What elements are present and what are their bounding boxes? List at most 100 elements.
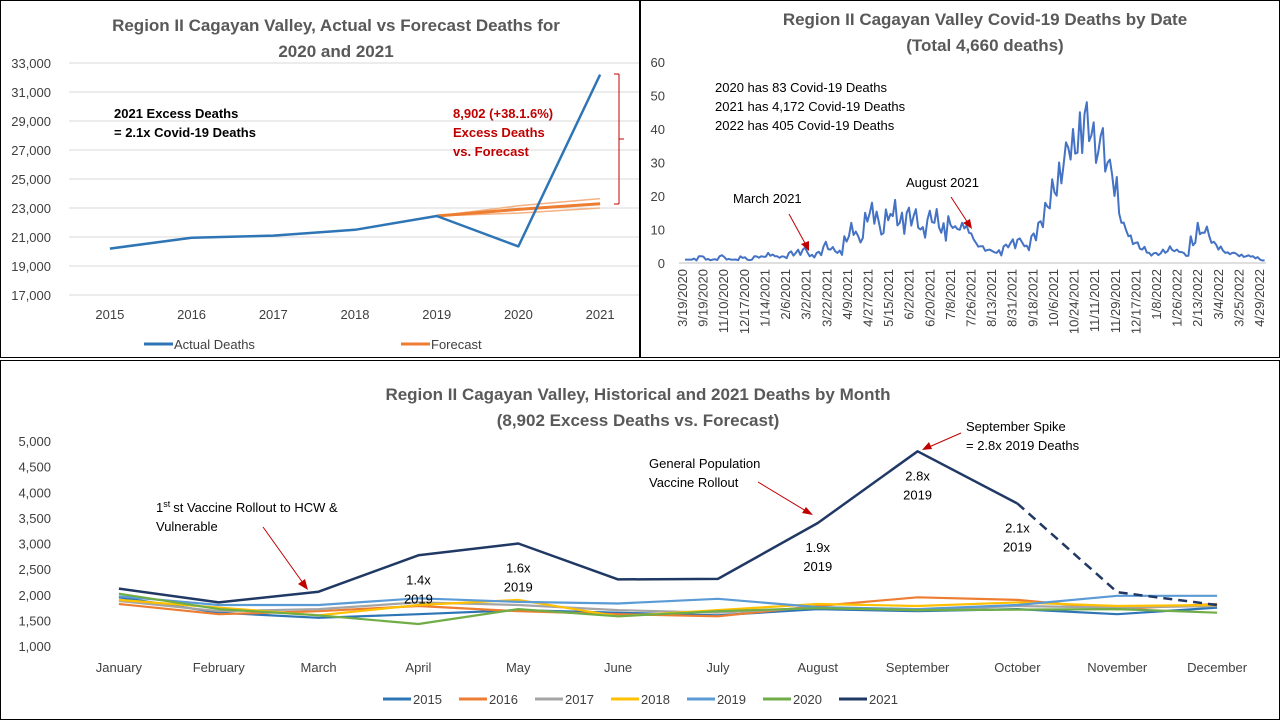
- covid-deaths-by-date-chart: Region II Cagayan Valley Covid-19 Deaths…: [651, 10, 1267, 334]
- chart-c-general-arrow: [757, 481, 807, 512]
- chart-a-title-line2: 2020 and 2021: [278, 42, 393, 61]
- chart-b-x-tick: 12/17/2020: [737, 269, 752, 334]
- chart-a-y-tick: 25,000: [11, 172, 51, 187]
- chart-a-y-tick: 33,000: [11, 56, 51, 71]
- actual-deaths-line: [109, 74, 602, 250]
- monthly-deaths-chart: Region II Cagayan Valley, Historical and…: [18, 385, 1248, 707]
- chart-b-x-tick: 8/13/2021: [984, 269, 999, 327]
- legend-label-2020: 2020: [793, 692, 822, 707]
- chart-a-legend: Actual Deaths Forecast: [144, 337, 482, 352]
- chart-c-x-tick: August: [798, 660, 839, 675]
- chart-a-x-tick: 2016: [177, 307, 206, 322]
- chart-c-ratio-value: 1.4x: [406, 572, 431, 587]
- chart-b-x-tick: 3/25/2022: [1231, 269, 1246, 327]
- chart-a-y-tick: 29,000: [11, 114, 51, 129]
- chart-c-ratio-base: 2019: [903, 487, 932, 502]
- chart-b-y-tick: 60: [651, 55, 665, 70]
- chart-c-vaccine1-text: st Vaccine Rollout to HCW &: [173, 500, 338, 515]
- chart-b-title-line2: (Total 4,660 deaths): [906, 36, 1063, 55]
- chart-c-ratio-base: 2019: [504, 580, 533, 595]
- chart-a-y-tick: 21,000: [11, 230, 51, 245]
- chart-b-x-tick: 4/27/2021: [860, 269, 875, 327]
- chart-b-august-arrow: [950, 196, 969, 224]
- chart-c-series: [118, 450, 1218, 626]
- chart-c-x-tick: April: [405, 660, 431, 675]
- chart-c-vaccine1-arrow: [262, 526, 304, 584]
- chart-c-y-tick: 3,500: [18, 511, 51, 526]
- chart-c-ratio-base: 2019: [1003, 540, 1032, 555]
- chart-b-x-tick: 1/14/2021: [757, 269, 772, 327]
- chart-b-x-tick: 12/17/2021: [1128, 269, 1143, 334]
- chart-a-x-tick: 2019: [422, 307, 451, 322]
- chart-b-x-ticks: 3/19/2020 9/19/2020 11/10/2020 12/17/2020 1/…: [675, 269, 1267, 334]
- chart-a-y-tick: 23,000: [11, 201, 51, 216]
- legend-label-2021: 2021: [869, 692, 898, 707]
- chart-b-y-tick: 10: [651, 223, 665, 238]
- chart-c-y-ticks: 1,000 1,500 2,000 2,500 3,000 3,500 4,000 4,500…: [18, 434, 51, 654]
- chart-c-x-ticks: January February March April May June July Augu…: [96, 660, 1248, 675]
- chart-a-y-ticks: 17,000 19,000 21,000 23,000 25,000 27,000 29,0…: [11, 56, 51, 303]
- chart-c-vaccine1-label-line2: Vulnerable: [156, 519, 218, 534]
- chart-c-x-tick: February: [193, 660, 246, 675]
- chart-b-march-arrow: [788, 213, 807, 246]
- chart-a-excess-note-line3: vs. Forecast: [453, 144, 530, 159]
- chart-b-x-tick: 3/22/2021: [819, 269, 834, 327]
- chart-a-y-tick: 19,000: [11, 259, 51, 274]
- chart-b-y-tick: 50: [651, 89, 665, 104]
- chart-b-august-label: August 2021: [906, 175, 979, 190]
- chart-b-total-2021: 2021 has 4,172 Covid-19 Deaths: [715, 99, 906, 114]
- chart-c-ratio-value: 1.9x: [805, 540, 830, 555]
- chart-a-x-tick: 2017: [259, 307, 288, 322]
- chart-c-y-tick: 1,000: [18, 639, 51, 654]
- chart-c-vaccine1-label-line1: 1st st Vaccine Rollout to HCW &: [156, 499, 338, 515]
- chart-c-y-tick: 4,000: [18, 485, 51, 500]
- chart-c-y-tick: 3,000: [18, 537, 51, 552]
- chart-b-x-tick: 3/4/2022: [1211, 269, 1226, 320]
- legend-label-2017: 2017: [565, 692, 594, 707]
- chart-c-ratio-base: 2019: [803, 559, 832, 574]
- chart-c-x-tick: June: [604, 660, 632, 675]
- chart-b-x-tick: 11/10/2020: [716, 269, 731, 333]
- chart-c-vaccine1-prefix: 1: [156, 500, 163, 515]
- chart-c-y-tick: 1,500: [18, 613, 51, 628]
- chart-c-y-tick: 2,000: [18, 588, 51, 603]
- chart-c-x-tick: January: [96, 660, 143, 675]
- chart-c-general-label-line1: General Population: [649, 456, 760, 471]
- series-2021-line: [118, 450, 1018, 604]
- chart-b-x-tick: 2/13/2022: [1190, 269, 1205, 327]
- chart-b-x-tick: 3/19/2020: [675, 269, 690, 327]
- chart-c-spike-arrowhead: [922, 442, 932, 450]
- chart-b-y-tick: 0: [658, 256, 665, 271]
- chart-b-y-ticks: 0 10 20 30 40 50 60: [651, 55, 665, 271]
- chart-c-ratio-value: 2.1x: [1005, 521, 1030, 536]
- chart-c-general-label-line2: Vaccine Rollout: [649, 475, 739, 490]
- chart-b-x-tick: 5/15/2021: [881, 269, 896, 327]
- chart-c-x-tick: March: [301, 660, 337, 675]
- series-2019-line: [118, 594, 1218, 611]
- chart-c-general-arrowhead: [802, 507, 813, 515]
- series-2021-projected-line: [1016, 502, 1218, 607]
- legend-label-2015: 2015: [413, 692, 442, 707]
- legend-label-2018: 2018: [641, 692, 670, 707]
- chart-c-vaccine1-superscript: st: [163, 499, 171, 509]
- series-2016-line: [118, 596, 1218, 618]
- chart-b-y-tick: 40: [651, 122, 665, 137]
- chart-b-march-arrowhead: [801, 241, 809, 251]
- chart-a-excess-note-line2: Excess Deaths: [453, 125, 545, 140]
- legend-actual-label: Actual Deaths: [174, 337, 255, 352]
- chart-c-x-tick: July: [706, 660, 730, 675]
- chart-b-august-arrowhead: [963, 219, 972, 229]
- chart-b-x-tick: 6/20/2021: [922, 269, 937, 327]
- chart-b-total-2020: 2020 has 83 Covid-19 Deaths: [715, 80, 888, 95]
- chart-b-x-tick: 11/29/2021: [1108, 269, 1123, 333]
- legend-forecast-label: Forecast: [431, 337, 482, 352]
- covid-deaths-line: [685, 101, 1265, 262]
- chart-c-x-tick: October: [994, 660, 1041, 675]
- chart-a-y-tick: 27,000: [11, 143, 51, 158]
- chart-b-x-tick: 11/11/2021: [1087, 269, 1102, 332]
- chart-c-x-tick: November: [1087, 660, 1148, 675]
- chart-b-x-tick: 10/24/2021: [1067, 269, 1082, 334]
- chart-b-x-tick: 10/6/2021: [1046, 269, 1061, 327]
- chart-a-excess-note-line1: 8,902 (+38.1.6%): [453, 106, 553, 121]
- chart-b-x-tick: 8/31/2021: [1005, 269, 1020, 327]
